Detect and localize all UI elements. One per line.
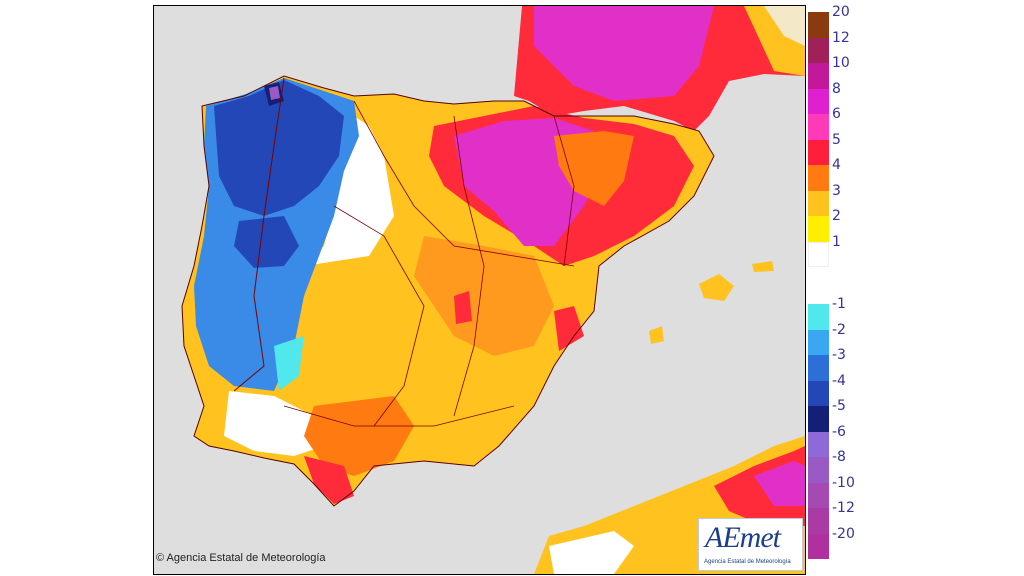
legend-tick-label: -12 [832,500,855,516]
legend-swatch [808,241,829,267]
legend-tick-label: -2 [832,321,846,338]
legend-tick-label: -4 [832,372,846,389]
legend-tick-label: 2 [832,208,841,224]
legend-tick-label: 6 [832,106,841,122]
valencia-red [554,306,584,351]
legend-swatch [808,88,829,114]
galicia-dark-blue [214,80,344,216]
legend-swatch [808,508,829,534]
region-border-5 [283,405,515,427]
portugal-north-blue [234,216,299,268]
legend-tick-label: 1 [832,233,841,250]
center-red [454,291,472,324]
legend-tick-label: 5 [832,131,841,148]
legend-tick-label: 3 [832,182,841,199]
logo-brand: AEmet [705,521,781,554]
region-border-4 [553,115,575,267]
legend-tick-label: -10 [832,474,855,491]
legend-swatch [808,37,829,63]
legend-tick-label: 4 [832,157,841,173]
legend-swatch [808,216,829,242]
copyright-text: © Agencia Estatal de Meteorología [156,552,326,564]
legend-tick-label: 8 [832,80,841,97]
aemet-logo: AEmet Agencia Estatal de Meteorología [698,518,803,571]
france-corner [764,6,805,46]
legend-tick-label: -3 [832,347,846,363]
region-border-1 [353,100,575,267]
legend-swatch [808,380,829,406]
region-border-3 [453,115,485,417]
legend-swatch [808,63,829,89]
ibiza [649,326,664,344]
legend-swatch [808,406,829,432]
legend-swatch [808,533,829,559]
logo-subtitle: Agencia Estatal de Meteorología [704,559,791,565]
portugal-border [233,77,285,392]
center-orange [414,236,554,356]
legend-swatch [808,190,829,216]
galicia-purple [269,86,280,100]
mallorca [699,274,734,301]
legend-tick-label: -1 [832,296,846,312]
africa-white [549,531,634,574]
africa-magenta [754,461,805,506]
legend-tick-label: -8 [832,449,846,465]
portugal-cyan [274,336,304,391]
legend-tick-label: 20 [832,4,850,20]
legend-tick-label: 12 [832,29,850,46]
andalusia-orange [304,396,414,476]
legend-tick-label: -20 [832,525,855,542]
legend-tick-label: -5 [832,398,846,414]
legend-swatch [808,482,829,508]
legend-swatch [808,457,829,483]
legend-swatch [808,304,829,330]
legend-tick-label: 10 [832,55,850,71]
andalusia-red [304,456,354,504]
legend-tick-label: -6 [832,423,846,440]
legend-swatch [808,355,829,381]
legend-swatch [808,431,829,457]
southwest-white [224,391,324,456]
legend-swatch [808,329,829,355]
map-svg [154,6,805,574]
legend-swatch [808,165,829,191]
menorca [752,261,774,272]
coastline [181,75,715,507]
region-border-2 [333,205,425,427]
legend-swatch [808,139,829,165]
anomaly-map [153,5,806,575]
legend-swatch [808,12,829,38]
france-magenta [534,6,714,101]
color-legend: 20 12 10 8 6 5 4 3 2 1 -1 -2 -3 -4 -5 -6 -8 -10 -12 -20 [806,5,866,572]
legend-swatch [808,114,829,140]
